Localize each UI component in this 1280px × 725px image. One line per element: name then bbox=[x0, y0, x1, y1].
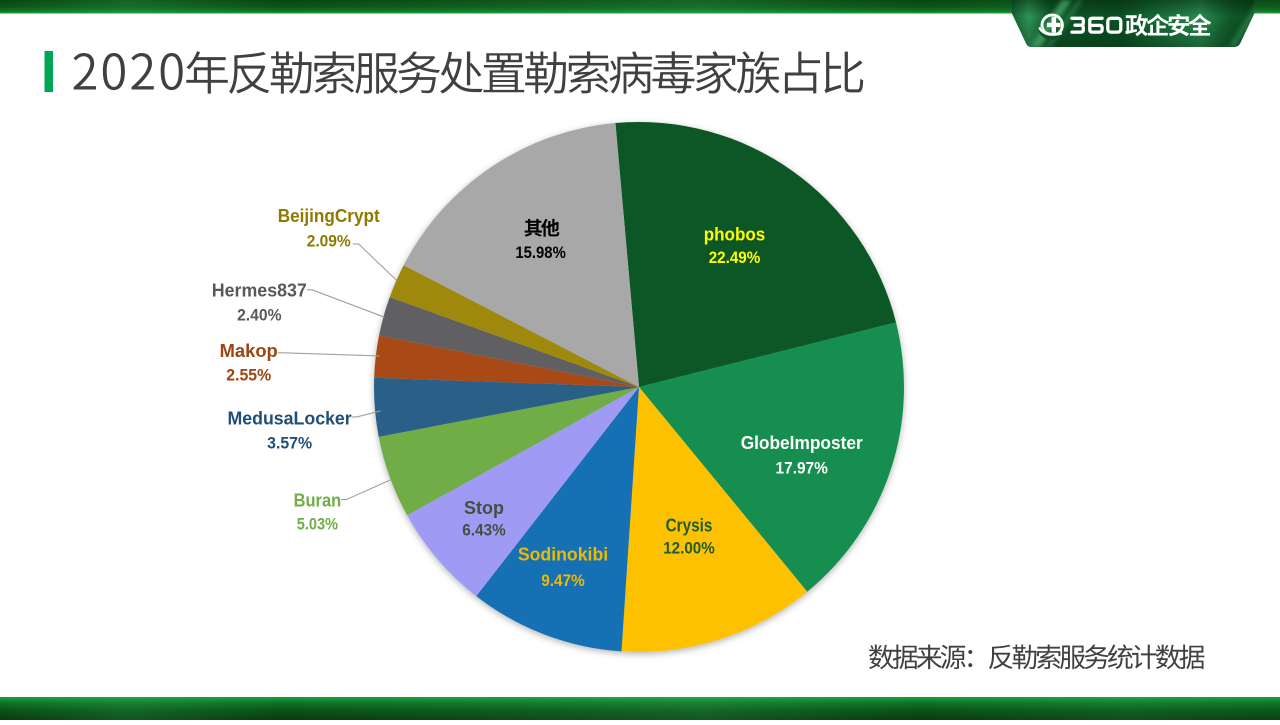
svg-text:BeijingCrypt: BeijingCrypt bbox=[278, 206, 380, 226]
svg-text:2.09%: 2.09% bbox=[307, 232, 351, 251]
svg-text:22.49%: 22.49% bbox=[709, 248, 761, 267]
svg-text:GlobeImposter: GlobeImposter bbox=[741, 433, 863, 453]
svg-text:15.98%: 15.98% bbox=[515, 243, 565, 262]
svg-text:Stop: Stop bbox=[464, 498, 504, 518]
svg-text:Crysis: Crysis bbox=[666, 516, 713, 536]
svg-text:12.00%: 12.00% bbox=[663, 538, 715, 557]
svg-text:MedusaLocker: MedusaLocker bbox=[228, 409, 352, 429]
svg-text:2.55%: 2.55% bbox=[226, 365, 271, 384]
svg-text:Hermes837: Hermes837 bbox=[212, 281, 307, 301]
svg-text:3.57%: 3.57% bbox=[267, 433, 312, 452]
svg-text:Makop: Makop bbox=[220, 341, 278, 361]
svg-text:phobos: phobos bbox=[704, 224, 766, 244]
svg-text:9.47%: 9.47% bbox=[541, 571, 584, 590]
svg-text:Buran: Buran bbox=[294, 491, 342, 511]
svg-text:Sodinokibi: Sodinokibi bbox=[518, 545, 608, 565]
svg-text:2.40%: 2.40% bbox=[237, 306, 281, 325]
svg-text:5.03%: 5.03% bbox=[297, 514, 338, 533]
svg-text:6.43%: 6.43% bbox=[462, 521, 505, 540]
svg-text:17.97%: 17.97% bbox=[776, 458, 828, 477]
